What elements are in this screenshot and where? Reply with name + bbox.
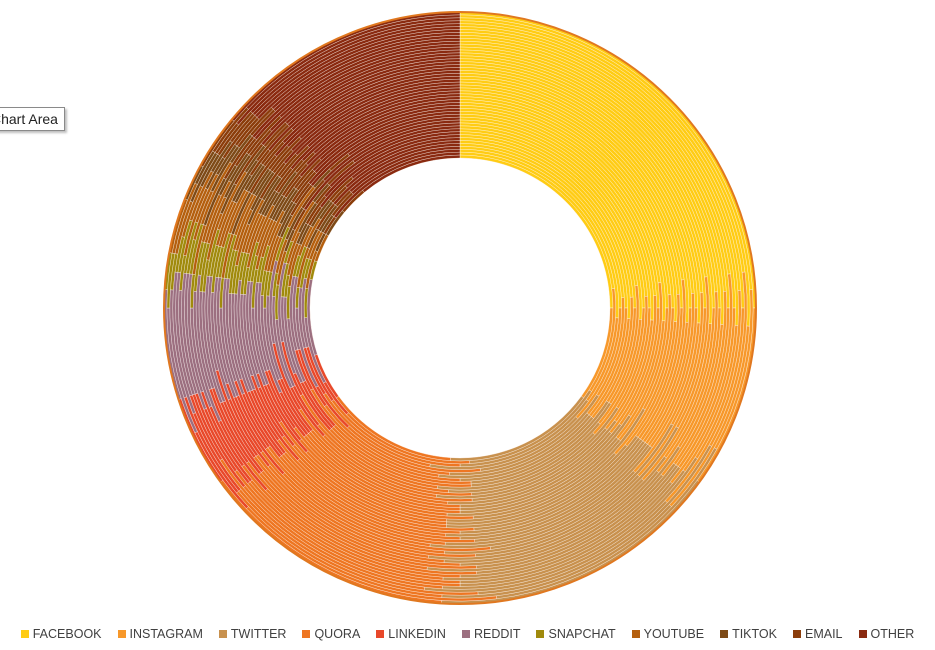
legend-swatch <box>720 630 729 638</box>
legend-label: INSTAGRAM <box>129 627 203 641</box>
legend-swatch <box>218 630 227 638</box>
legend-item-linkedin[interactable]: LINKEDIN <box>376 627 446 641</box>
legend-swatch <box>461 630 470 638</box>
chart-legend[interactable]: FACEBOOK INSTAGRAM TWITTER QUORA LINKEDIN RED… <box>0 624 935 644</box>
legend-swatch <box>117 630 126 638</box>
legend-swatch <box>536 630 545 638</box>
legend-label: EMAIL <box>804 627 843 641</box>
legend-label: YOUTUBE <box>643 627 705 641</box>
legend-label: TIKTOK <box>732 627 777 641</box>
legend-swatch <box>376 630 385 638</box>
legend-label: SNAPCHAT <box>548 627 616 641</box>
legend-swatch <box>20 630 29 638</box>
legend-item-quora[interactable]: QUORA <box>302 627 360 641</box>
legend-label: OTHER <box>870 627 915 641</box>
legend-label: LINKEDIN <box>388 627 446 641</box>
legend-label: QUORA <box>314 627 361 641</box>
legend-item-facebook[interactable]: FACEBOOK <box>20 627 102 641</box>
legend-label: FACEBOOK <box>32 627 102 641</box>
legend-item-twitter[interactable]: TWITTER <box>218 627 287 641</box>
legend-label: TWITTER <box>230 627 287 641</box>
legend-swatch <box>792 630 801 638</box>
legend-item-snapchat[interactable]: SNAPCHAT <box>536 627 616 641</box>
legend-item-email[interactable]: EMAIL <box>792 627 843 641</box>
ring-50-slice-other[interactable] <box>362 154 461 193</box>
legend-item-reddit[interactable]: REDDIT <box>461 627 521 641</box>
doughnut-chart[interactable] <box>0 0 935 610</box>
legend-item-other[interactable]: OTHER <box>858 627 915 641</box>
legend-swatch <box>631 630 640 638</box>
doughnut-outer-edge <box>163 11 757 605</box>
legend-swatch <box>302 630 311 638</box>
legend-item-youtube[interactable]: YOUTUBE <box>631 627 705 641</box>
legend-item-tiktok[interactable]: TIKTOK <box>720 627 777 641</box>
legend-item-instagram[interactable]: INSTAGRAM <box>117 627 203 641</box>
legend-swatch <box>858 630 867 638</box>
legend-label: REDDIT <box>473 627 521 641</box>
chart-area-tooltip: Chart Area <box>0 107 65 131</box>
